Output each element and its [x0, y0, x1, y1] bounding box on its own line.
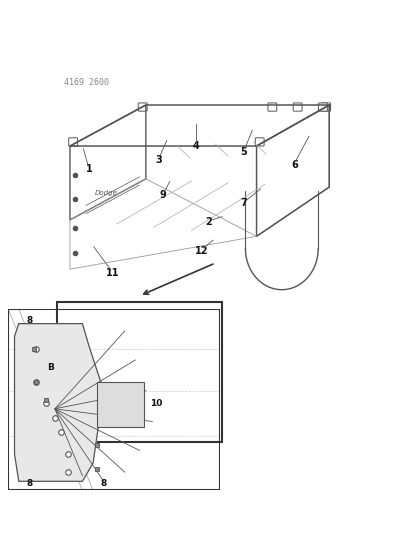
FancyBboxPatch shape: [138, 103, 147, 111]
Text: 4: 4: [193, 141, 200, 151]
FancyBboxPatch shape: [255, 138, 264, 146]
FancyBboxPatch shape: [293, 103, 302, 111]
Text: 7: 7: [240, 198, 247, 208]
Text: 1: 1: [86, 164, 92, 174]
Text: 4169 2600: 4169 2600: [64, 78, 109, 87]
FancyBboxPatch shape: [322, 103, 330, 111]
Text: 12: 12: [195, 246, 208, 256]
FancyBboxPatch shape: [69, 138, 78, 146]
Bar: [57, 302, 222, 441]
Text: 3: 3: [155, 156, 162, 165]
FancyBboxPatch shape: [268, 103, 277, 111]
Text: 8: 8: [100, 479, 107, 488]
Text: 2: 2: [206, 217, 213, 227]
Text: 11: 11: [106, 268, 120, 278]
Bar: [97, 382, 144, 427]
Text: 6: 6: [291, 159, 298, 169]
FancyBboxPatch shape: [319, 103, 327, 111]
Polygon shape: [15, 324, 104, 481]
Text: 9: 9: [160, 190, 166, 200]
Text: B: B: [47, 362, 54, 372]
Text: Dodge: Dodge: [95, 190, 118, 196]
Text: 8: 8: [26, 316, 33, 325]
Text: 8: 8: [26, 479, 33, 488]
Text: 10: 10: [151, 399, 163, 408]
Text: 5: 5: [240, 147, 247, 157]
